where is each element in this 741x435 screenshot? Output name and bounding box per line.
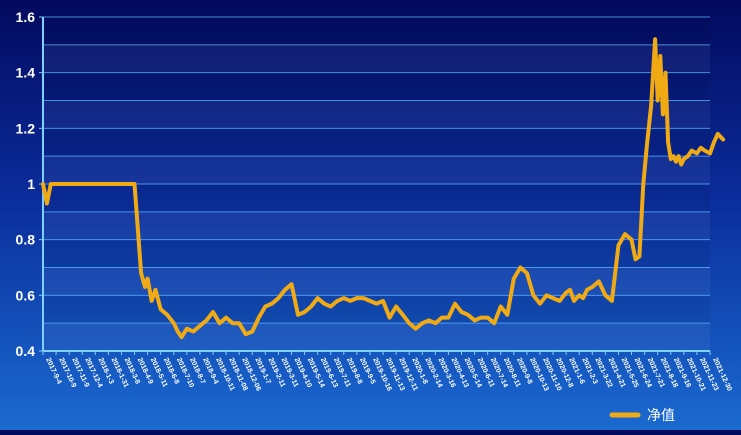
plot-bands (43, 17, 710, 351)
plot-band (43, 295, 710, 324)
plot-band (43, 128, 710, 157)
y-tick-label: 1.2 (16, 120, 36, 136)
y-tick-label: 1.4 (16, 65, 36, 81)
series-line (41, 37, 726, 340)
legend-label: 净值 (647, 408, 675, 424)
plot-band (43, 72, 710, 101)
y-tick-labels: 0.4 0.6 0.8 1 1.2 1.4 1.6 (16, 9, 43, 359)
series-layer (41, 37, 726, 340)
y-tick-label: 0.8 (16, 232, 36, 248)
plot-band (43, 100, 710, 129)
y-tick-label: 0.4 (16, 343, 36, 359)
plot-band (43, 211, 710, 240)
y-tick-label: 1 (27, 176, 35, 192)
plot-band (43, 17, 710, 45)
plot-band (43, 184, 710, 212)
x-tick-labels: 2017-9-42017-10-92017-11-92017-12-42018-… (42, 351, 733, 392)
plot-band (43, 156, 710, 184)
y-tick-label: 0.6 (16, 287, 36, 303)
y-tick-label: 1.6 (16, 9, 36, 25)
plot-band (43, 239, 710, 268)
plot-band (43, 44, 710, 73)
plot-band (43, 323, 710, 351)
legend[interactable]: 净值 (609, 408, 675, 424)
